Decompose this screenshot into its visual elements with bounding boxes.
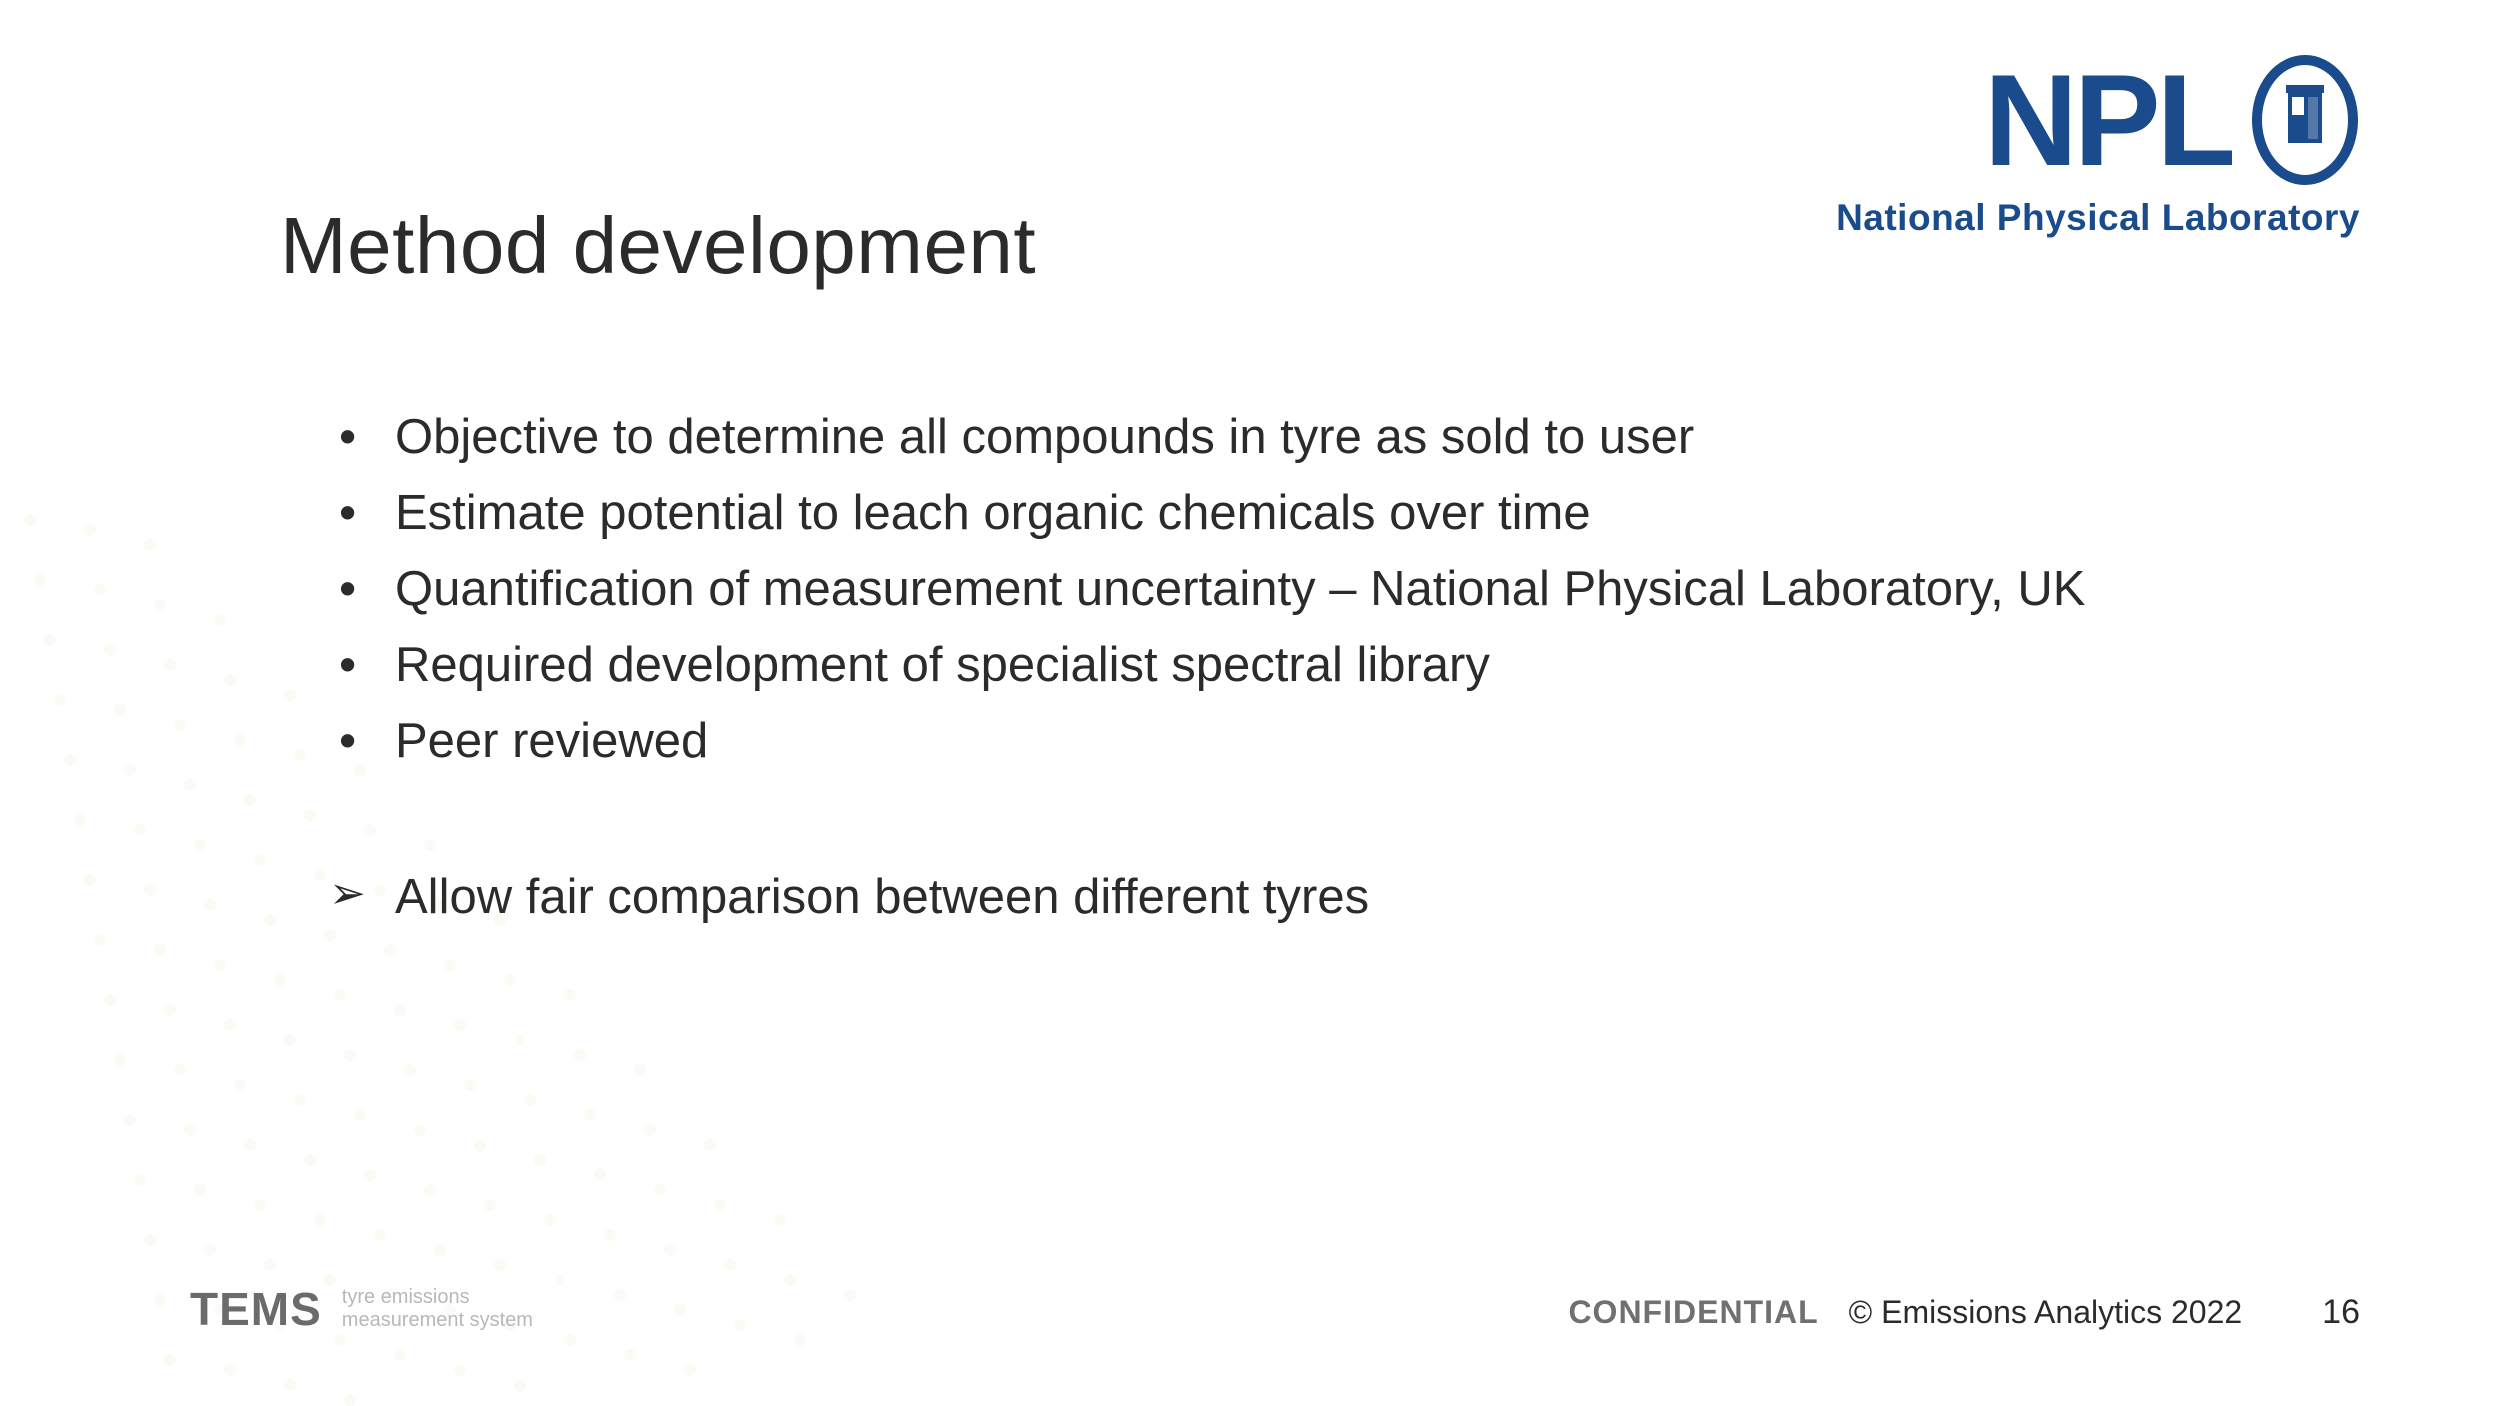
tems-sub-line1: tyre emissions <box>342 1286 470 1308</box>
tems-sub-line2: measurement system <box>342 1309 533 1331</box>
footer-right: CONFIDENTIAL © Emissions Analytics 2022 … <box>1568 1293 2360 1332</box>
page-number: 16 <box>2322 1293 2360 1332</box>
tems-logo-subtitle: tyre emissions measurement system <box>342 1286 533 1332</box>
arrow-bullet-list: Allow fair comparison between different … <box>335 860 2235 936</box>
bullet-item: Peer reviewed <box>335 704 2235 780</box>
confidential-label: CONFIDENTIAL <box>1568 1294 1818 1331</box>
slide-title: Method development <box>280 200 1036 292</box>
npl-logo-row: NPL <box>1836 55 2360 185</box>
slide: NPL National Physical Laboratory Method … <box>0 0 2500 1406</box>
bullet-list: Objective to determine all compounds in … <box>335 400 2235 780</box>
arrow-bullet-item: Allow fair comparison between different … <box>335 860 2235 936</box>
bullet-item: Estimate potential to leach organic chem… <box>335 476 2235 552</box>
footer-left: TEMS tyre emissions measurement system <box>190 1282 533 1336</box>
npl-crest-icon <box>2250 55 2360 185</box>
slide-footer: TEMS tyre emissions measurement system C… <box>0 1266 2500 1336</box>
npl-logo-acronym: NPL <box>1984 55 2232 185</box>
bullet-item: Objective to determine all compounds in … <box>335 400 2235 476</box>
bullet-item: Quantification of measurement uncertaint… <box>335 552 2235 628</box>
slide-content: Objective to determine all compounds in … <box>335 400 2235 936</box>
copyright-text: © Emissions Analytics 2022 <box>1849 1294 2243 1331</box>
tems-logo: TEMS <box>190 1282 322 1336</box>
npl-logo-block: NPL National Physical Laboratory <box>1836 55 2360 239</box>
npl-logo-subtitle: National Physical Laboratory <box>1836 197 2360 239</box>
bullet-item: Required development of specialist spect… <box>335 628 2235 704</box>
